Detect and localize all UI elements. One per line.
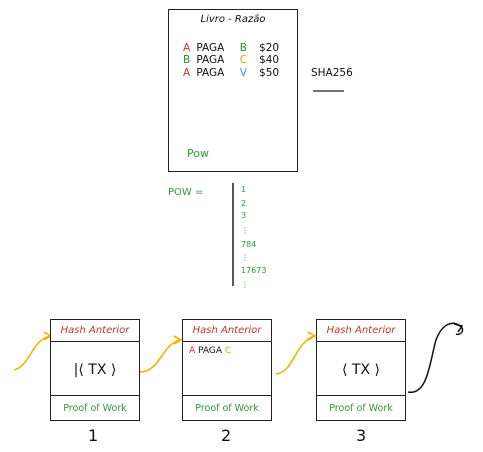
previous-hash-field: Hash Anterior (317, 320, 405, 342)
sha256-underline (313, 90, 344, 92)
ledger-row: B PAGA C $40 (183, 54, 279, 66)
verb: PAGA (198, 346, 223, 356)
verb: PAGA (196, 42, 225, 54)
proof-of-work-field: Proof of Work (317, 395, 405, 420)
receiver: C (224, 346, 232, 356)
arrow-head (173, 335, 183, 345)
nonce-value: 17673 (241, 266, 267, 275)
nonce-value: 1 (241, 185, 247, 194)
receiver: C (239, 54, 248, 66)
previous-hash-field: Hash Anterior (183, 320, 271, 342)
ledger-row: A PAGA V $50 (183, 67, 279, 79)
arrow-head (307, 331, 317, 341)
proof-of-work-field: Proof of Work (183, 395, 271, 420)
ledger-row: A PAGA B $20 (183, 42, 279, 54)
receiver: B (239, 42, 247, 54)
receiver: V (239, 67, 247, 79)
proof-of-work-field: Proof of Work (51, 395, 139, 420)
sender: B (183, 54, 191, 66)
nonce-bracket (232, 183, 234, 286)
verb: PAGA (196, 54, 225, 66)
block-number: 2 (221, 426, 232, 445)
ledger-box: Livro - Razão A PAGA B $20 B PAGA C $40 … (168, 9, 298, 172)
previous-hash-field: Hash Anterior (51, 320, 139, 342)
sender: A (189, 346, 196, 356)
ledger-title: Livro - Razão (200, 14, 266, 25)
transactions-field: |⟨ TX ⟩ (73, 362, 117, 378)
nonce-value: 2 (241, 199, 247, 208)
nonce-value: ⋮ (241, 280, 249, 289)
nonce-value: 3 (241, 211, 247, 220)
transaction-entry: A PAGA C (189, 346, 231, 356)
sender: A (183, 67, 191, 79)
block-number: 3 (356, 426, 367, 445)
amount: $50 (259, 67, 280, 79)
chain-arrows (13, 322, 464, 393)
arrow-into-block-1 (13, 335, 51, 371)
amount: $40 (259, 54, 280, 66)
transactions-field: ⟨ TX ⟩ (342, 362, 380, 378)
block-1: Hash Anterior |⟨ TX ⟩ Proof of Work (50, 319, 140, 421)
pow-equals-label: POW = (168, 187, 204, 198)
nonce-value: ⋮ (241, 226, 249, 235)
sender: A (183, 42, 191, 54)
block-number: 1 (88, 426, 99, 445)
ledger-pow-label: Pow (187, 147, 209, 160)
block-2: Hash Anterior A PAGA C Proof of Work (182, 319, 272, 421)
nonce-value: ⋮ (241, 253, 249, 262)
arrow-next-block (407, 322, 464, 393)
nonce-value: 784 (241, 240, 257, 249)
arrow-block2-to-block3 (275, 335, 315, 375)
sha256-label: SHA256 (311, 67, 353, 79)
arrow-block1-to-block2 (139, 339, 181, 373)
verb: PAGA (196, 67, 225, 79)
block-3: Hash Anterior ⟨ TX ⟩ Proof of Work (316, 319, 406, 421)
arrow-head (453, 323, 464, 333)
amount: $20 (259, 42, 280, 54)
